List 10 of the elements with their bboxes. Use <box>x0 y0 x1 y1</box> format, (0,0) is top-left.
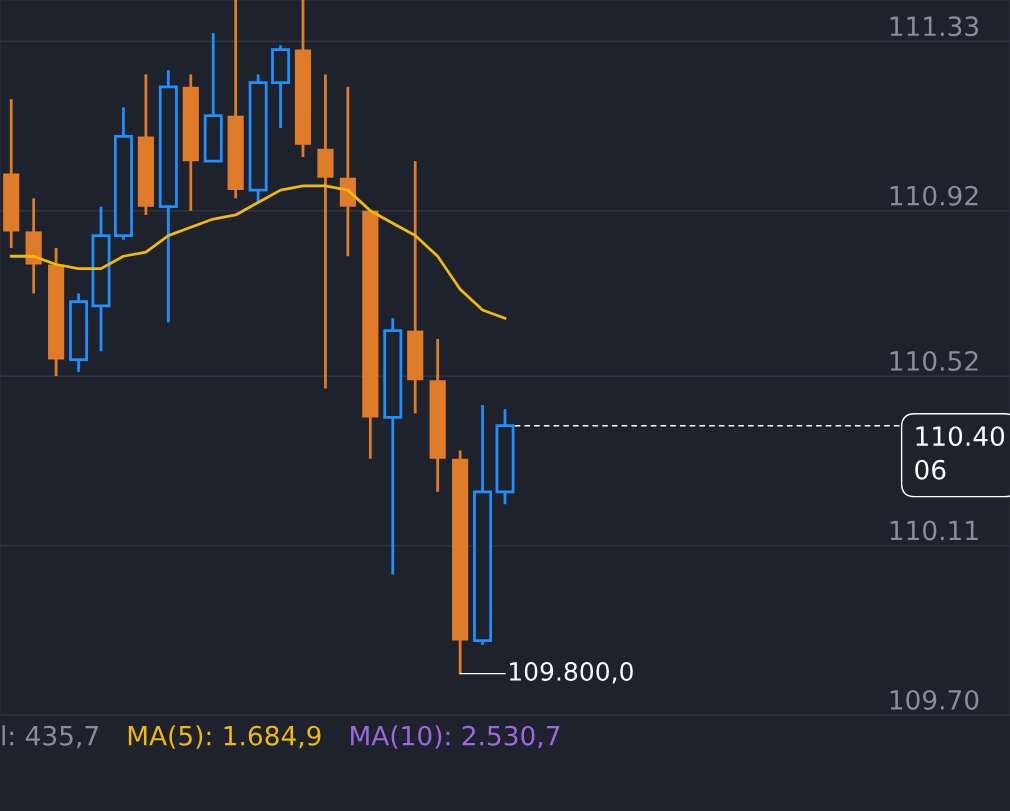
y-tick-label: 110.52 <box>890 351 978 371</box>
annotation: 109.800,0 <box>509 662 633 684</box>
y-tick-label: 110.11 <box>890 520 978 541</box>
y-tick-label: 111.33 <box>890 16 978 37</box>
y-tick-label: 110.92 <box>890 185 978 206</box>
text: MA(10): 2.530,7 <box>351 725 560 749</box>
ref-line-label: 110.40 06 <box>915 426 1005 480</box>
text: l: 435,7 <box>2 725 98 749</box>
y-tick-label: 109.70 <box>890 689 979 710</box>
text: MA(5): 1.684,9 <box>128 725 321 749</box>
